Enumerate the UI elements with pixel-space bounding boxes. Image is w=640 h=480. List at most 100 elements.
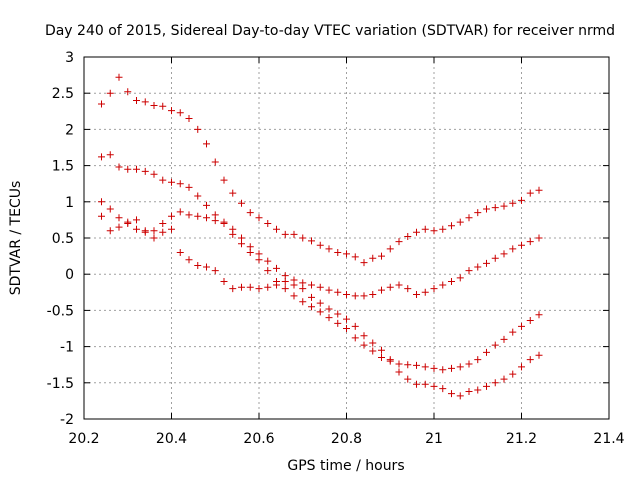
- data-point: [404, 375, 412, 383]
- data-point: [491, 379, 499, 387]
- data-point: [351, 292, 359, 300]
- data-point: [395, 238, 403, 246]
- data-point: [413, 228, 420, 236]
- data-point: [430, 364, 438, 372]
- data-point: [334, 288, 342, 296]
- data-point: [124, 88, 132, 96]
- data-point: [115, 163, 123, 171]
- data-point: [185, 115, 193, 123]
- data-point: [509, 245, 517, 253]
- data-point: [386, 283, 394, 291]
- data-point: [500, 335, 508, 343]
- data-point: [281, 230, 289, 238]
- data-point: [413, 290, 420, 298]
- data-point: [509, 370, 517, 378]
- data-point: [255, 214, 263, 222]
- y-tick-label: -1: [60, 340, 74, 356]
- data-point: [299, 234, 307, 242]
- data-point: [246, 243, 254, 251]
- data-point: [299, 298, 307, 306]
- data-point: [386, 356, 394, 364]
- data-point: [360, 292, 368, 300]
- data-point: [308, 303, 315, 311]
- data-point: [133, 216, 140, 224]
- data-point: [194, 192, 202, 200]
- data-point: [456, 363, 464, 371]
- data-point: [238, 199, 245, 207]
- x-tick-label: 20.4: [156, 431, 187, 447]
- data-point: [500, 202, 508, 210]
- data-point: [378, 252, 385, 260]
- data-point: [343, 250, 350, 258]
- data-point: [159, 228, 167, 236]
- data-point: [430, 227, 438, 235]
- data-point: [474, 209, 482, 217]
- data-point: [141, 98, 149, 106]
- data-point: [404, 285, 412, 293]
- data-point: [211, 267, 219, 275]
- data-point: [351, 334, 359, 342]
- series-1: [98, 73, 543, 267]
- data-point: [299, 285, 307, 293]
- data-point: [404, 361, 412, 369]
- data-point: [229, 225, 237, 233]
- data-point: [456, 274, 464, 282]
- data-point: [308, 281, 315, 289]
- data-point: [421, 225, 429, 233]
- series-4: [98, 212, 543, 400]
- data-point: [220, 176, 228, 184]
- data-point: [439, 366, 447, 374]
- data-point: [106, 151, 114, 159]
- y-axis-label: SDTVAR / TECUs: [8, 181, 24, 296]
- data-point: [360, 332, 368, 340]
- data-point: [351, 322, 359, 330]
- data-point: [395, 281, 403, 289]
- data-point: [159, 102, 167, 110]
- data-point: [203, 140, 210, 148]
- data-point: [430, 382, 438, 390]
- data-point: [378, 353, 385, 361]
- data-point: [395, 360, 403, 368]
- data-point: [439, 385, 447, 393]
- data-point: [395, 368, 403, 376]
- data-point: [264, 267, 272, 275]
- data-point: [386, 245, 394, 253]
- data-point: [98, 153, 105, 161]
- data-point: [316, 241, 324, 249]
- data-point: [115, 73, 123, 81]
- data-point: [518, 196, 525, 204]
- data-point: [334, 248, 342, 256]
- data-point: [430, 285, 438, 293]
- series-2: [98, 151, 543, 374]
- data-point: [491, 204, 499, 212]
- data-point: [203, 214, 210, 222]
- data-point: [290, 281, 298, 289]
- data-point: [535, 234, 543, 242]
- data-point: [229, 189, 237, 197]
- y-tick-label: -1.5: [47, 376, 74, 392]
- data-point: [255, 250, 263, 258]
- data-point: [316, 283, 324, 291]
- data-point: [308, 293, 315, 301]
- data-point: [133, 165, 140, 173]
- data-point: [176, 248, 184, 256]
- data-point: [413, 380, 420, 388]
- data-point: [168, 225, 175, 233]
- data-point: [150, 102, 158, 110]
- data-point: [194, 262, 202, 270]
- data-point: [509, 199, 517, 207]
- y-tick-label: 0.5: [52, 231, 74, 247]
- data-point: [150, 227, 158, 235]
- data-point: [474, 263, 482, 271]
- data-point: [124, 165, 132, 173]
- data-point: [421, 363, 429, 371]
- data-point: [281, 277, 289, 285]
- data-point: [369, 339, 377, 347]
- data-point: [124, 218, 132, 226]
- x-tick-label: 21.4: [593, 431, 624, 447]
- data-point: [273, 264, 280, 272]
- data-point: [465, 267, 473, 275]
- data-point: [535, 311, 543, 319]
- data-point: [176, 109, 184, 117]
- data-point: [474, 386, 482, 394]
